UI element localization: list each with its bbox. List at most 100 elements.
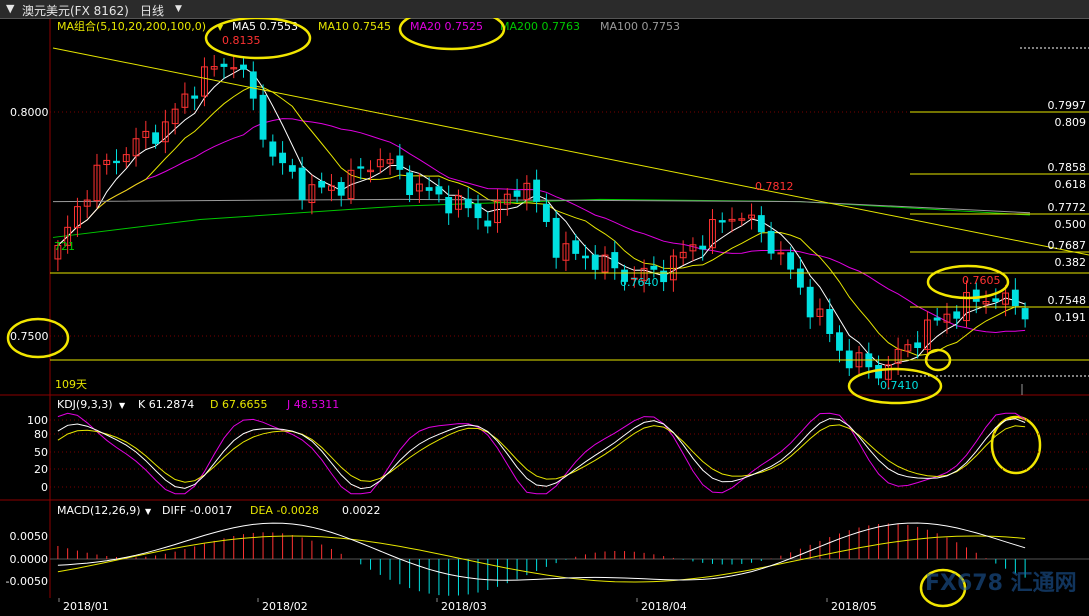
candle-body (64, 226, 72, 246)
candle-body (210, 66, 218, 70)
period-dropdown-icon[interactable]: ▼ (175, 4, 182, 14)
candle-body (494, 200, 501, 224)
fib-ratio-label: 0.500 (1055, 218, 1087, 231)
symbol-title: 澳元美元(FX 8162) (22, 4, 129, 18)
price-annotation: 109天 (55, 378, 87, 391)
candle-body (601, 254, 609, 273)
candle-body (318, 180, 326, 188)
candle-body (367, 169, 374, 173)
price-annotation: 0.7410 (880, 379, 919, 392)
candle-body (669, 255, 677, 281)
fib-ratio-label: 0.191 (1055, 311, 1087, 324)
main-legend-item: MA10 0.7545 (318, 20, 391, 33)
price-annotation: 0.7605 (962, 274, 1001, 287)
candle-body (288, 165, 296, 172)
candle-body (953, 311, 961, 319)
legend-dropdown-icon: ▼ (217, 23, 224, 32)
candle-body (484, 220, 492, 227)
price-annotation: 721 (54, 240, 75, 253)
highlight-ellipse (924, 348, 952, 372)
candle-body (357, 166, 365, 169)
kdj-d-line (57, 424, 1026, 483)
candle-body (406, 172, 414, 196)
candle-body (347, 169, 355, 200)
candle-body (660, 270, 668, 283)
candle-body (640, 267, 648, 281)
price-annotation: 0.7640 (620, 276, 659, 289)
candle-body (523, 182, 531, 201)
candle-body (396, 155, 404, 170)
kdj-y-tick: 80 (34, 428, 48, 441)
macd-y-tick: 0.0050 (10, 530, 49, 543)
main-legend-item: MA5 0.7553 (232, 20, 298, 33)
highlight-ellipse (919, 568, 967, 608)
macd-legend-item: DEA -0.0028 (250, 504, 319, 517)
candle-body (503, 193, 511, 205)
candle-body (54, 245, 62, 260)
price-annotation: 0.7812 (755, 180, 794, 193)
candle-body (796, 268, 804, 288)
candle-body (904, 344, 912, 352)
kdj-y-tick: 20 (34, 463, 48, 476)
candle-body (679, 251, 687, 259)
kdj-legend-item: D 67.6655 (210, 398, 267, 411)
candle-body (699, 245, 707, 250)
candle-body (1011, 289, 1019, 307)
candle-body (777, 252, 785, 255)
ma20-line (57, 118, 1026, 334)
candle-body (132, 138, 140, 157)
candle-body (982, 301, 990, 305)
x-axis-label: 2018/03 (441, 600, 487, 613)
fib-ratio-label: 0.382 (1055, 256, 1087, 269)
candle-body (836, 332, 843, 351)
main-legend-item: MA200 0.7763 (500, 20, 580, 33)
candle-body (816, 308, 824, 317)
candle-body (572, 240, 580, 254)
candle-body (767, 230, 775, 254)
kdj-legend-item: J 48.5311 (286, 398, 339, 411)
kdj-y-tick: 0 (41, 481, 48, 494)
candle-body (415, 183, 423, 192)
candle-body (279, 152, 287, 164)
candle-body (611, 252, 619, 269)
candle-body (161, 121, 169, 143)
candle-body (513, 190, 521, 197)
candle-body (122, 154, 130, 163)
fib-ratio-label: 0.618 (1055, 178, 1087, 191)
fib-price-label: 0.7772 (1048, 201, 1087, 214)
candle-body (269, 141, 277, 157)
candle-body (1021, 308, 1029, 320)
x-axis-label: 2018/04 (641, 600, 687, 613)
candle-body (591, 254, 599, 270)
fib-price-label: 0.7687 (1048, 239, 1087, 252)
candle-body (171, 108, 179, 125)
candle-body (386, 159, 394, 164)
candle-body (542, 203, 550, 222)
macd-legend-item: DIFF -0.0017 (162, 504, 232, 517)
candle-body (445, 196, 453, 214)
candle-body (582, 255, 589, 259)
candle-body (992, 298, 1000, 302)
highlight-ellipse (847, 367, 943, 405)
highlight-ellipse (926, 264, 1010, 300)
candle-body (308, 184, 316, 204)
period-selector[interactable]: 日线 (140, 4, 165, 18)
candle-body (972, 289, 980, 302)
macd-diff-line (57, 522, 1026, 581)
candle-body (757, 215, 765, 233)
trendline (52, 47, 1089, 256)
chart-canvas[interactable]: 0.8000 0.7500 0.7997 0.809 0.7858 0.618 0.7772… (0, 18, 1089, 616)
main-legend-item: MA20 0.7525 (410, 20, 483, 33)
candle-body (103, 159, 111, 165)
candle-body (240, 64, 247, 70)
chevron-down-icon[interactable]: ▼ (6, 2, 15, 15)
candle-body (914, 342, 922, 349)
candle-body (894, 348, 902, 364)
candle-body (435, 186, 443, 195)
x-axis-label: 2018/05 (831, 600, 877, 613)
candle-body (943, 313, 951, 323)
watermark-logo: FX678 汇通网 (925, 571, 1077, 596)
candle-body (533, 179, 541, 202)
candle-body (93, 164, 101, 202)
candle-body (738, 218, 746, 221)
